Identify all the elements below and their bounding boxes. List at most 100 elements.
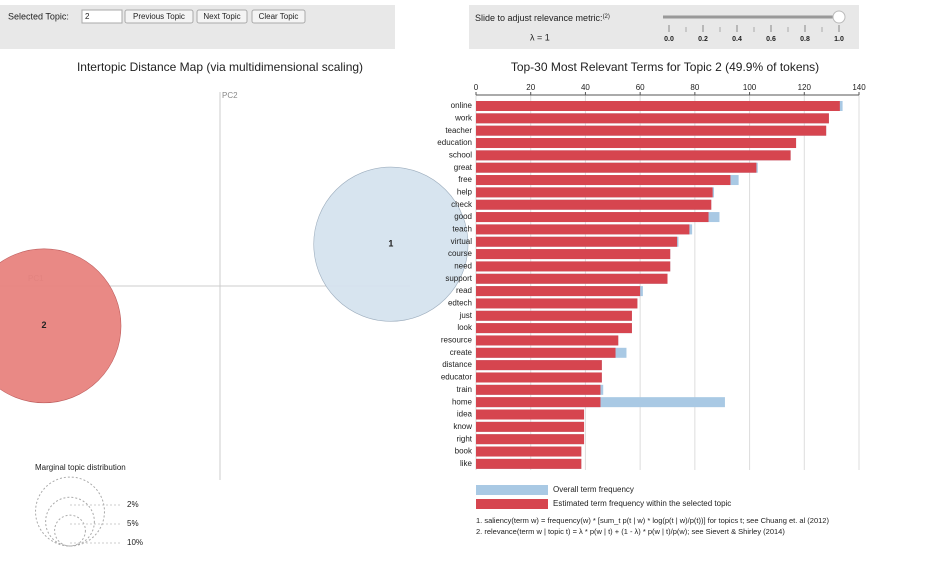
bar[interactable] — [476, 372, 602, 383]
term-label[interactable]: create — [450, 348, 473, 357]
bar[interactable] — [476, 310, 632, 321]
topic-label: 1 — [388, 239, 393, 249]
term-label[interactable]: train — [456, 385, 472, 394]
term-label[interactable]: teach — [452, 225, 472, 234]
slider-knob[interactable] — [832, 10, 846, 24]
legend-label: Overall term frequency — [553, 485, 634, 494]
term-label[interactable]: read — [456, 286, 472, 295]
bar[interactable] — [476, 236, 678, 247]
bar[interactable] — [476, 384, 601, 395]
term-label[interactable]: free — [458, 175, 472, 184]
x-tick-label: 80 — [690, 83, 699, 92]
x-tick-label: 20 — [526, 83, 535, 92]
bar[interactable] — [476, 212, 709, 223]
bar[interactable] — [476, 125, 827, 136]
term-label[interactable]: good — [454, 212, 472, 221]
button[interactable] — [251, 9, 306, 24]
button[interactable] — [196, 9, 248, 24]
term-label[interactable]: need — [454, 262, 472, 271]
term-label[interactable]: support — [445, 274, 472, 283]
button-label[interactable]: Clear Topic — [259, 12, 299, 21]
x-tick-label: 120 — [798, 83, 812, 92]
term-label[interactable]: right — [456, 434, 472, 443]
term-label[interactable]: help — [457, 187, 473, 196]
term-label[interactable]: book — [455, 447, 473, 456]
bar[interactable] — [476, 175, 731, 186]
slider-tick-label: 0.4 — [732, 36, 742, 43]
slider-tick-label: 0.8 — [800, 36, 810, 43]
term-label[interactable]: school — [449, 150, 472, 159]
bar[interactable] — [476, 458, 582, 469]
bar[interactable] — [476, 409, 585, 420]
term-label[interactable]: like — [460, 459, 473, 468]
legend-label: Estimated term frequency within the sele… — [553, 499, 731, 508]
topic-bubble[interactable] — [0, 248, 122, 404]
bar[interactable] — [476, 360, 602, 371]
term-label[interactable]: resource — [441, 336, 473, 345]
button-label[interactable]: Previous Topic — [133, 12, 185, 21]
footnote: 2. relevance(term w | topic t) = λ * p(w… — [476, 527, 785, 536]
topic-bubble[interactable] — [313, 166, 469, 322]
bar[interactable] — [476, 421, 585, 432]
bar[interactable] — [476, 187, 713, 198]
bar[interactable] — [476, 101, 840, 111]
selected-topic-label: Selected Topic: — [8, 11, 69, 21]
bar[interactable] — [476, 323, 632, 334]
term-label[interactable]: educator — [441, 373, 472, 382]
term-label[interactable]: distance — [442, 360, 472, 369]
term-label[interactable]: virtual — [451, 237, 473, 246]
term-label[interactable]: look — [457, 323, 473, 332]
size-legend-label: 5% — [127, 519, 139, 528]
bar[interactable] — [476, 150, 791, 161]
bar[interactable] — [476, 298, 638, 309]
bar[interactable] — [476, 199, 712, 210]
lambda-label: λ = 1 — [530, 32, 550, 42]
topic-input[interactable] — [81, 9, 123, 24]
pc2-label: PC2 — [222, 91, 238, 100]
bar[interactable] — [476, 434, 585, 445]
bar-title: Top-30 Most Relevant Terms for Topic 2 (… — [511, 60, 819, 74]
term-label[interactable]: great — [454, 163, 473, 172]
slider-tick-label: 1.0 — [834, 36, 844, 43]
bar[interactable] — [476, 224, 690, 235]
size-legend-circle — [45, 496, 95, 547]
slider-label-text: Slide to adjust relevance metric: — [475, 13, 603, 23]
button[interactable] — [124, 9, 194, 24]
bar[interactable] — [476, 138, 797, 149]
term-label[interactable]: online — [451, 101, 473, 110]
term-label[interactable]: idea — [457, 410, 473, 419]
size-legend-label: 10% — [127, 538, 143, 547]
bar[interactable] — [476, 286, 641, 297]
bar[interactable] — [476, 335, 619, 346]
button-label[interactable]: Next Topic — [203, 12, 240, 21]
bar[interactable] — [476, 249, 671, 260]
bar[interactable] — [476, 273, 668, 284]
term-label[interactable]: teacher — [445, 126, 472, 135]
slider-panel — [469, 5, 859, 49]
term-label[interactable]: check — [451, 200, 473, 209]
bar[interactable] — [476, 113, 829, 124]
slider-tick-label: 0.2 — [698, 36, 708, 43]
legend-swatch — [476, 485, 548, 495]
bar[interactable] — [476, 347, 616, 358]
bar[interactable] — [476, 162, 757, 173]
bar[interactable] — [476, 397, 601, 408]
slider-tick-label: 0.0 — [664, 36, 674, 43]
term-label[interactable]: home — [452, 397, 473, 406]
bubble-title: Intertopic Distance Map (via multidimens… — [77, 60, 363, 74]
term-label[interactable]: edtech — [448, 299, 472, 308]
term-label[interactable]: work — [454, 113, 473, 122]
term-label[interactable]: just — [459, 311, 473, 320]
term-label[interactable]: know — [453, 422, 472, 431]
x-tick-label: 60 — [636, 83, 645, 92]
term-label[interactable]: education — [437, 138, 472, 147]
legend-swatch — [476, 499, 548, 509]
topic-input-value[interactable]: 2 — [85, 12, 90, 21]
bar[interactable] — [476, 261, 671, 272]
bar[interactable] — [476, 446, 582, 457]
size-legend-label: 2% — [127, 500, 139, 509]
x-tick-label: 100 — [743, 83, 757, 92]
term-label[interactable]: course — [448, 249, 473, 258]
slider-tick-label: 0.6 — [766, 36, 776, 43]
